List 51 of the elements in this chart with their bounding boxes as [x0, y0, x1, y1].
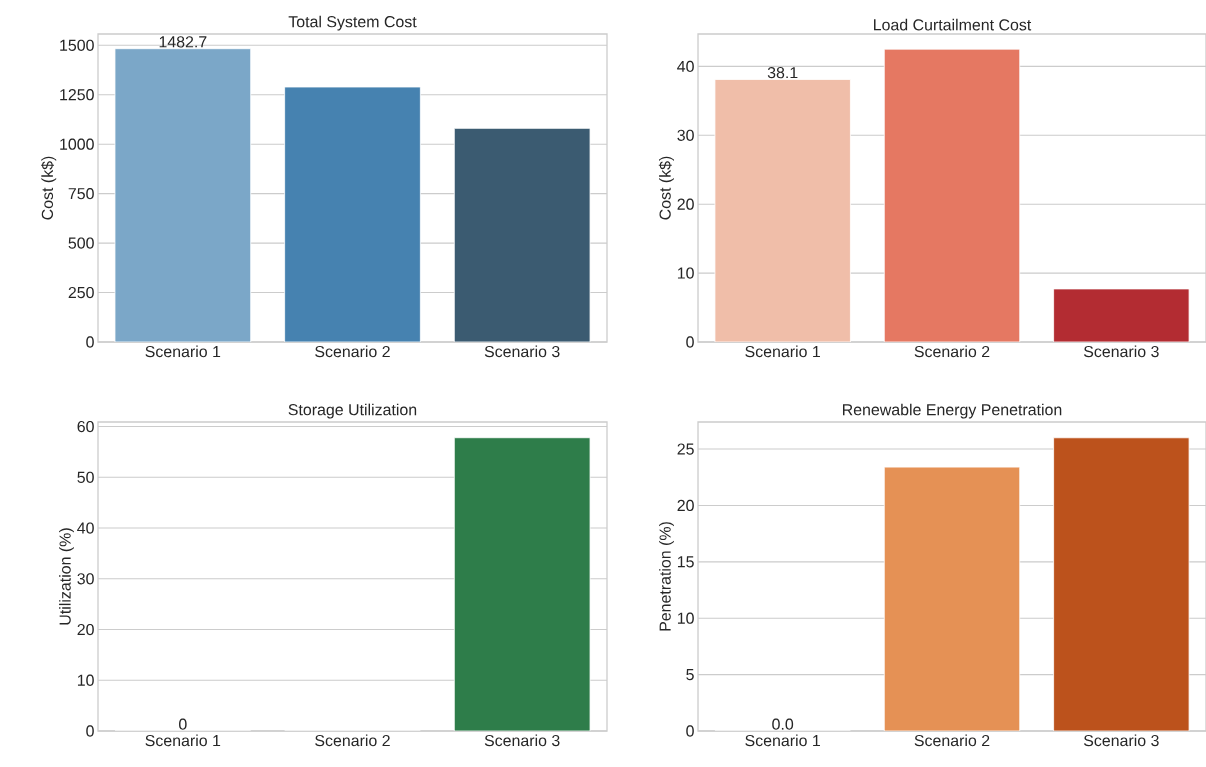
- y-tick-label: 1500: [60, 39, 94, 51]
- x-tick-label: Scenario 2: [914, 345, 990, 358]
- y-tick-label: 10: [77, 674, 94, 686]
- data-label: 1482.7: [159, 36, 207, 48]
- x-tick-label: Scenario 3: [484, 734, 560, 747]
- x-tick-label: Scenario 1: [745, 345, 820, 358]
- y-tick-label: 40: [77, 522, 94, 534]
- y-tick-label: 30: [677, 129, 694, 141]
- y-tick-label: 25: [677, 443, 694, 455]
- x-tick-label: Scenario 2: [914, 734, 990, 747]
- chart-title: Total System Cost: [288, 15, 417, 31]
- x-tick-label: Scenario 2: [315, 734, 390, 747]
- x-tick-label: Scenario 3: [1083, 345, 1159, 358]
- y-tick-label: 10: [677, 612, 694, 624]
- y-tick-label: 0: [86, 725, 94, 737]
- y-tick-label: 60: [77, 420, 94, 433]
- x-tick-label: Scenario 1: [745, 734, 820, 747]
- bar: [714, 79, 851, 342]
- y-tick-label: 20: [677, 499, 694, 512]
- y-axis-title: Cost (k$): [658, 156, 674, 220]
- y-tick-label: 15: [677, 556, 694, 568]
- y-axis-title: Penetration (%): [659, 522, 674, 631]
- y-axis-title: Utilization (%): [59, 528, 74, 625]
- y-tick-label: 20: [677, 198, 694, 210]
- y-tick-label: 20: [77, 623, 94, 636]
- y-tick-label: 5: [686, 669, 694, 681]
- data-label: 0: [179, 718, 187, 730]
- y-tick-label: 250: [68, 286, 94, 299]
- x-tick-label: Scenario 1: [145, 734, 221, 747]
- y-tick-label: 750: [68, 187, 94, 200]
- chart-title: Storage Utilization: [288, 403, 417, 419]
- y-tick-label: 10: [677, 267, 694, 279]
- data-label: 38.1: [767, 66, 798, 79]
- y-axis-title: Cost (k$): [41, 156, 57, 220]
- y-tick-label: 500: [68, 237, 94, 249]
- y-tick-label: 40: [677, 60, 694, 73]
- x-tick-label: Scenario 3: [1083, 734, 1159, 747]
- x-tick-label: Scenario 2: [315, 345, 390, 358]
- chart-title: Load Curtailment Cost: [874, 18, 1032, 31]
- y-tick-label: 30: [77, 573, 94, 585]
- y-tick-label: 1250: [60, 89, 94, 101]
- y-tick-label: 1000: [60, 138, 94, 150]
- bar: [1053, 288, 1190, 342]
- data-label: 0.0: [772, 718, 794, 730]
- y-tick-label: 0: [686, 725, 694, 737]
- x-tick-label: Scenario 3: [484, 345, 560, 358]
- x-tick-label: Scenario 1: [145, 345, 221, 358]
- y-tick-label: 0: [86, 336, 94, 348]
- chart-title: Renewable Energy Penetration: [843, 403, 1062, 419]
- y-tick-label: 0: [686, 336, 694, 348]
- y-tick-label: 50: [77, 471, 94, 483]
